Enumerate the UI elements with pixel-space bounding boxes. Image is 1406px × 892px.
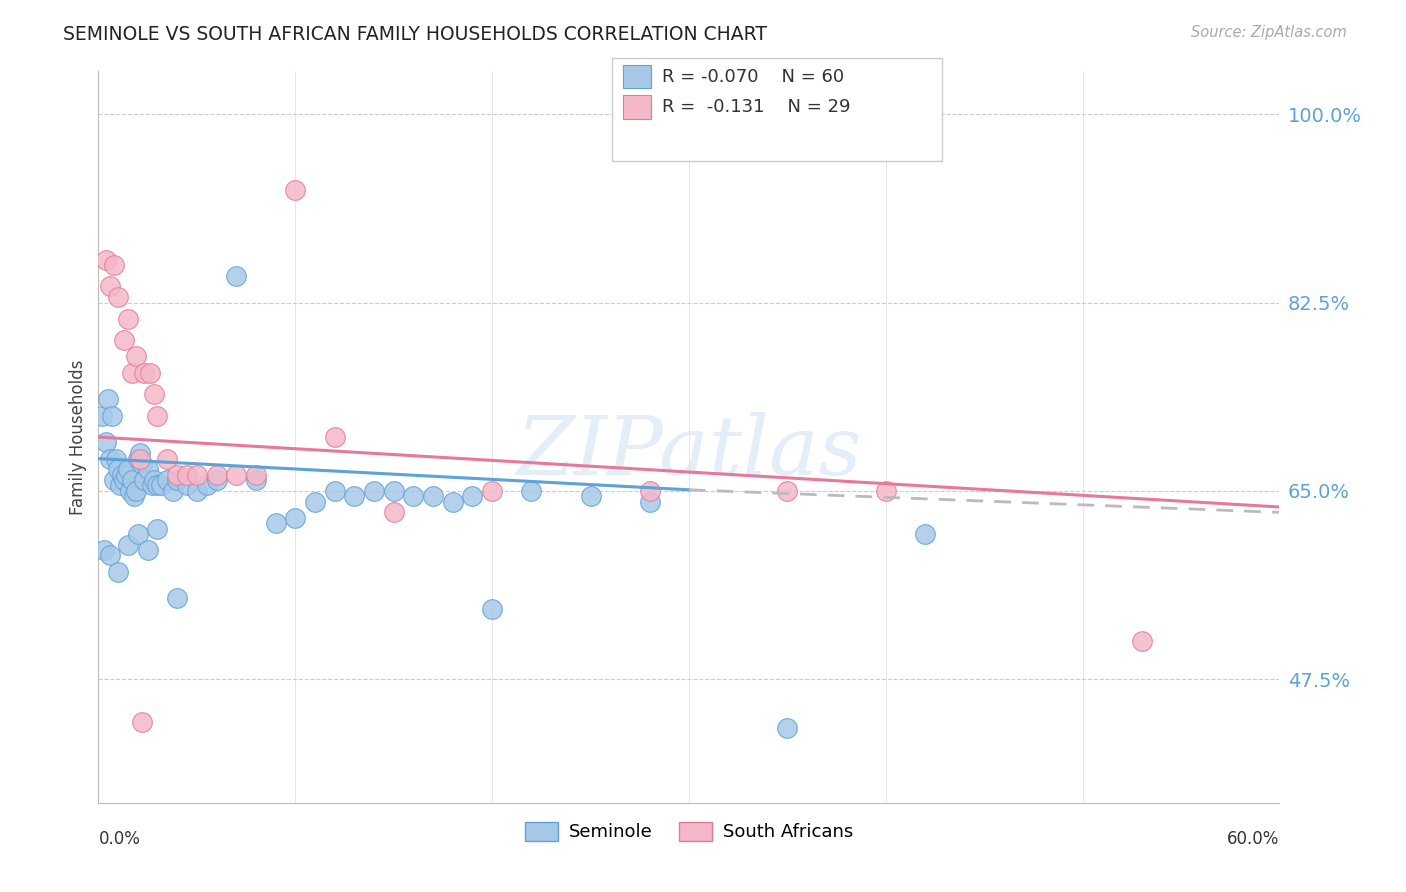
Point	[115, 467, 138, 482]
Point	[146, 521, 169, 535]
Point	[264, 516, 287, 530]
Point	[96, 252, 118, 267]
Point	[103, 258, 125, 272]
Point	[481, 602, 503, 616]
Point	[176, 478, 198, 492]
Point	[363, 483, 385, 498]
Point	[138, 366, 160, 380]
Text: ZIPatlas: ZIPatlas	[516, 412, 862, 491]
Point	[111, 467, 134, 482]
Point	[98, 451, 121, 466]
Point	[225, 467, 247, 482]
Point	[382, 483, 405, 498]
Point	[117, 538, 139, 552]
Point	[132, 473, 155, 487]
Point	[461, 489, 484, 503]
Point	[150, 478, 173, 492]
Point	[481, 483, 503, 498]
Point	[103, 473, 125, 487]
Point	[131, 457, 153, 471]
Point	[284, 510, 307, 524]
Point	[128, 446, 150, 460]
Point	[93, 543, 115, 558]
Point	[195, 478, 218, 492]
Point	[1130, 634, 1153, 648]
Point	[132, 366, 155, 380]
Point	[156, 473, 179, 487]
Point	[142, 473, 165, 487]
Point	[108, 478, 131, 492]
Point	[107, 462, 129, 476]
Point	[205, 467, 228, 482]
Text: Source: ZipAtlas.com: Source: ZipAtlas.com	[1191, 25, 1347, 40]
Point	[323, 483, 346, 498]
Point	[166, 591, 188, 606]
Point	[107, 290, 129, 304]
Point	[121, 473, 143, 487]
Legend: Seminole, South Africans: Seminole, South Africans	[517, 814, 860, 848]
Point	[131, 715, 153, 730]
Point	[98, 549, 121, 563]
Point	[112, 473, 135, 487]
Point	[422, 489, 444, 503]
Point	[323, 430, 346, 444]
Point	[136, 462, 159, 476]
Point	[166, 467, 188, 482]
Point	[112, 333, 135, 347]
Point	[186, 467, 208, 482]
Point	[166, 473, 188, 487]
Point	[382, 505, 405, 519]
Y-axis label: Family Households: Family Households	[69, 359, 87, 515]
Point	[128, 451, 150, 466]
Point	[343, 489, 366, 503]
Point	[121, 366, 143, 380]
Point	[122, 489, 145, 503]
Point	[914, 527, 936, 541]
Point	[776, 483, 799, 498]
Point	[176, 467, 198, 482]
Point	[107, 565, 129, 579]
Text: R = -0.070    N = 60: R = -0.070 N = 60	[662, 68, 845, 86]
Point	[127, 527, 149, 541]
Point	[146, 409, 169, 423]
Point	[98, 279, 121, 293]
Point	[162, 483, 184, 498]
Point	[141, 478, 163, 492]
Point	[105, 451, 128, 466]
Point	[101, 409, 124, 423]
Point	[205, 473, 228, 487]
Point	[118, 483, 141, 498]
Point	[146, 478, 169, 492]
Point	[304, 494, 326, 508]
Point	[402, 489, 425, 503]
Point	[125, 350, 148, 364]
Point	[156, 451, 179, 466]
Point	[117, 311, 139, 326]
Point	[520, 483, 543, 498]
Point	[186, 483, 208, 498]
Point	[284, 183, 307, 197]
Point	[776, 721, 799, 735]
Point	[127, 451, 149, 466]
Point	[225, 268, 247, 283]
Point	[245, 467, 267, 482]
Point	[96, 435, 118, 450]
Point	[638, 483, 661, 498]
Text: R =  -0.131    N = 29: R = -0.131 N = 29	[662, 98, 851, 116]
Point	[638, 494, 661, 508]
Text: SEMINOLE VS SOUTH AFRICAN FAMILY HOUSEHOLDS CORRELATION CHART: SEMINOLE VS SOUTH AFRICAN FAMILY HOUSEHO…	[63, 25, 768, 44]
Point	[136, 543, 159, 558]
Point	[245, 473, 267, 487]
Point	[142, 387, 165, 401]
Point	[91, 409, 114, 423]
Point	[875, 483, 897, 498]
Point	[97, 392, 120, 407]
Text: 60.0%: 60.0%	[1227, 830, 1279, 847]
Point	[117, 462, 139, 476]
Text: 0.0%: 0.0%	[98, 830, 141, 847]
Point	[441, 494, 464, 508]
Point	[125, 483, 148, 498]
Point	[579, 489, 602, 503]
